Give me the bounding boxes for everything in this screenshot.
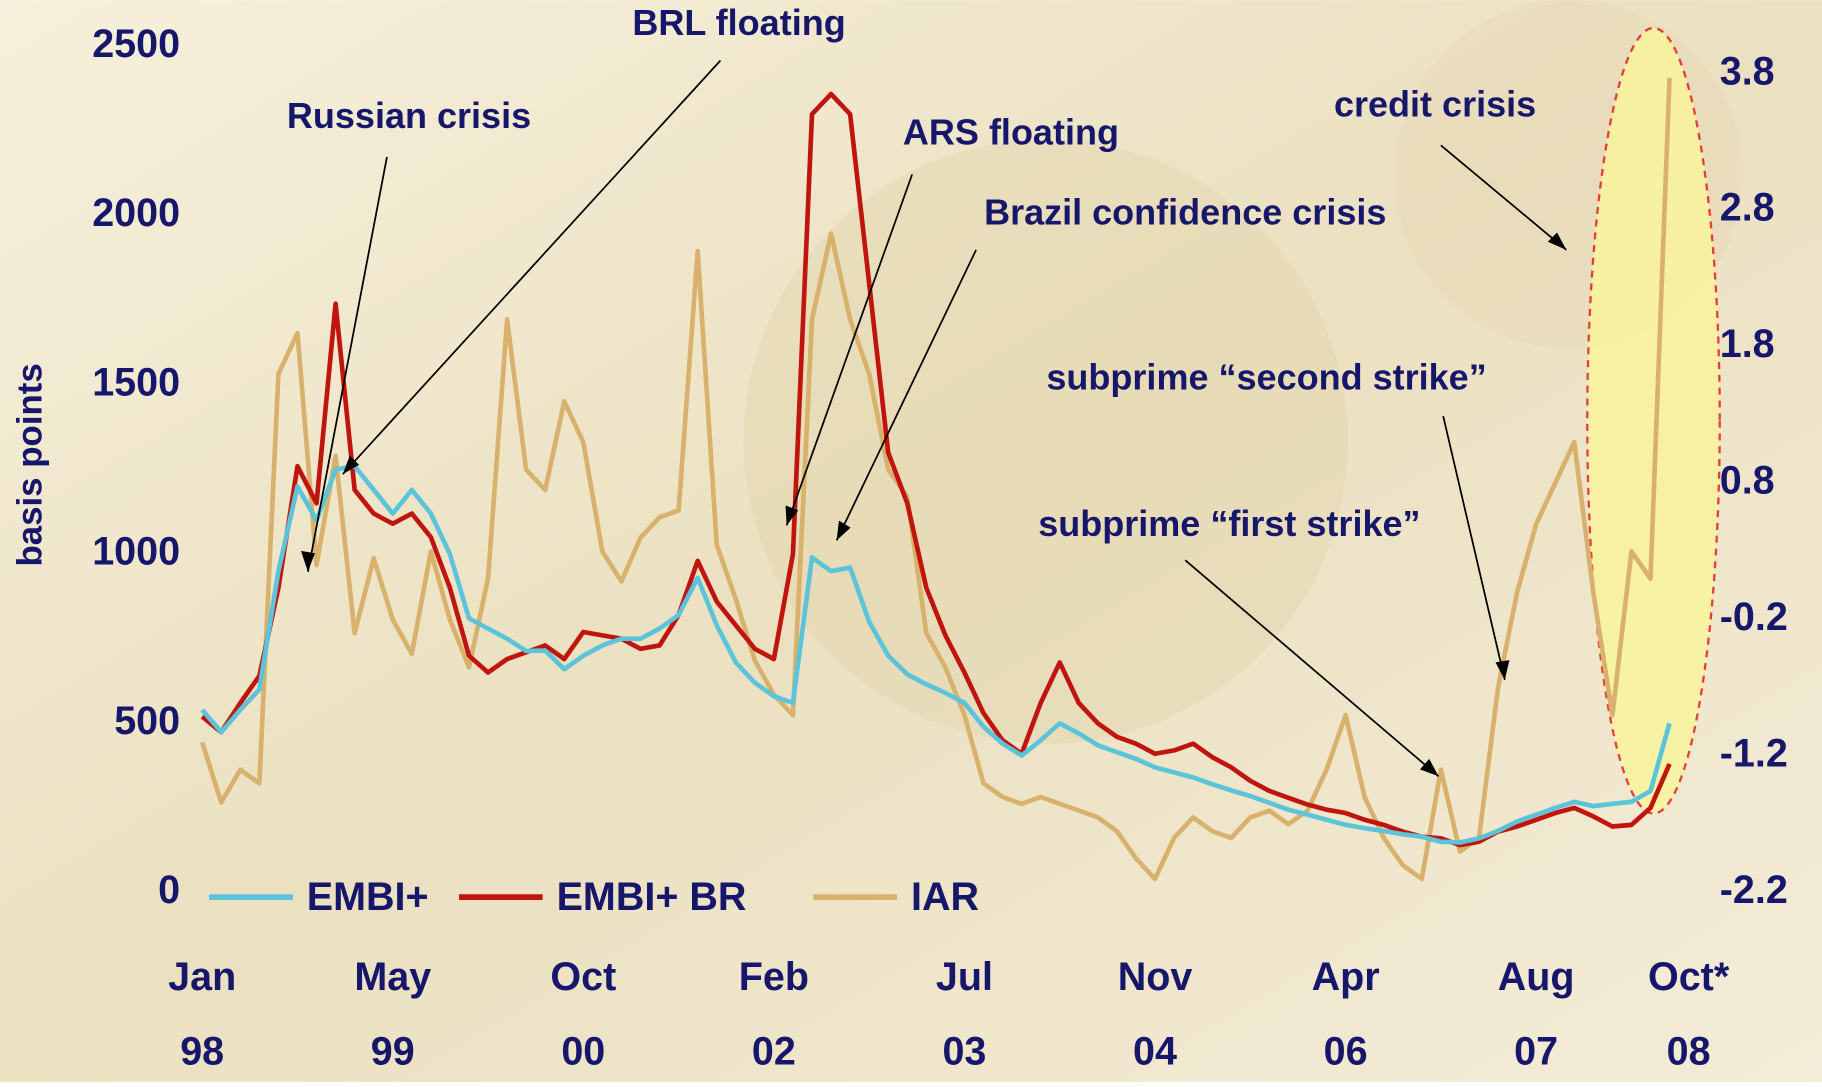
- y2-tick-label: 2.8: [1720, 186, 1775, 230]
- annotation: subprime “second strike”: [1046, 357, 1486, 398]
- y2-tick-label: -1.2: [1720, 731, 1788, 775]
- x-tick-label: Oct*: [1648, 955, 1730, 999]
- annotation: subprime “first strike”: [1038, 503, 1420, 544]
- legend-label: EMBI+ BR: [557, 875, 747, 919]
- x-tick-label: Feb: [739, 955, 809, 999]
- x-tick-label: 06: [1324, 1029, 1368, 1073]
- annotation: ARS floating: [903, 111, 1119, 152]
- x-tick-label: Jul: [936, 955, 993, 999]
- y-tick-label: 1500: [92, 360, 180, 404]
- y-axis-label: basis points: [11, 363, 50, 566]
- y-tick-label: 2500: [92, 22, 180, 66]
- x-tick-label: May: [354, 955, 431, 999]
- x-tick-label: Apr: [1312, 955, 1380, 999]
- x-tick-label: 00: [561, 1029, 605, 1073]
- x-tick-label: 08: [1667, 1029, 1711, 1073]
- x-tick-label: 02: [752, 1029, 796, 1073]
- background-shape: [743, 139, 1348, 744]
- y2-tick-label: 1.8: [1720, 322, 1775, 366]
- series-line: [200, 463, 1672, 845]
- annotation: Brazil confidence crisis: [984, 192, 1386, 233]
- annotation: credit crisis: [1334, 84, 1536, 125]
- x-tick-label: Aug: [1498, 955, 1575, 999]
- annotation: Russian crisis: [287, 95, 531, 136]
- y2-tick-label: 3.8: [1720, 49, 1775, 93]
- y2-tick-label: -0.2: [1720, 595, 1788, 639]
- y-tick-label: 500: [114, 699, 180, 743]
- x-tick-label: 99: [371, 1029, 415, 1073]
- plot: [199, 77, 1672, 882]
- annotation-arrows: [307, 59, 1567, 777]
- x-tick-label: 03: [942, 1029, 986, 1073]
- y2-tick-label: -2.2: [1720, 868, 1788, 912]
- x-tick-label: Jan: [168, 955, 236, 999]
- y2-tick-label: 0.8: [1720, 459, 1775, 503]
- legend-label: EMBI+: [307, 875, 429, 919]
- x-tick-label: 04: [1133, 1029, 1177, 1073]
- series-line: [199, 77, 1672, 882]
- x-tick-label: Oct: [550, 955, 616, 999]
- annotation: BRL floating: [632, 2, 845, 43]
- y-tick-label: 2000: [92, 191, 180, 235]
- x-tick-label: 98: [180, 1029, 224, 1073]
- highlight-ellipse: [1586, 26, 1721, 815]
- x-tick-label: Nov: [1118, 955, 1193, 999]
- x-tick-label: 07: [1514, 1029, 1558, 1073]
- arrowheads: [300, 232, 1567, 777]
- y-tick-label: 0: [158, 868, 180, 912]
- legend-label: IAR: [911, 875, 979, 919]
- y-tick-label: 1000: [92, 530, 180, 574]
